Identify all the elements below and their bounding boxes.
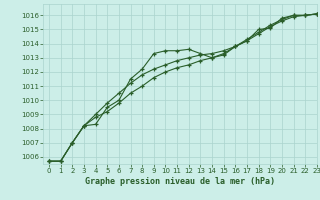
X-axis label: Graphe pression niveau de la mer (hPa): Graphe pression niveau de la mer (hPa)	[85, 177, 275, 186]
